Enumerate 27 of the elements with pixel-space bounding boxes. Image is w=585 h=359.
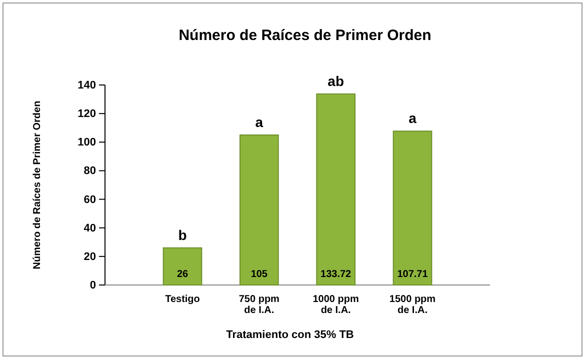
y-tick-label: 100 [78,136,96,149]
annotation: b [178,226,187,243]
data-label: 26 [176,269,188,280]
y-tick-label: 40 [84,222,96,234]
y-tick-label: 60 [84,194,96,206]
y-tick-label: 20 [84,250,96,263]
y-tick-label: 80 [84,165,96,178]
x-tick-label: 1500 ppm de I.A. [389,294,436,316]
y-tick-label: 0 [90,280,96,292]
y-tick-label: 120 [78,108,96,120]
data-label: 107.71 [397,269,428,280]
data-label: 133.72 [320,269,352,280]
data-label: 105 [250,269,268,280]
x-tick-label: 750 ppm de I.A. [238,294,280,316]
bar [162,247,202,286]
bar [240,134,279,286]
annotation: a [408,110,417,126]
x-tick-label: Testigo [165,294,200,305]
x-axis-title: Tratamiento con 35% TB [226,329,354,341]
bar [392,130,432,286]
chart-title: Número de Raíces de Primer Orden [178,27,432,44]
y-tick-label: 140 [78,80,96,92]
x-tick-label: 1000 ppm de I.A. [312,294,360,316]
annotation: a [255,114,264,130]
bar [316,93,356,286]
annotation: ab [328,72,344,89]
y-axis-title: Número de Raíces de Primer Orden [32,100,43,270]
